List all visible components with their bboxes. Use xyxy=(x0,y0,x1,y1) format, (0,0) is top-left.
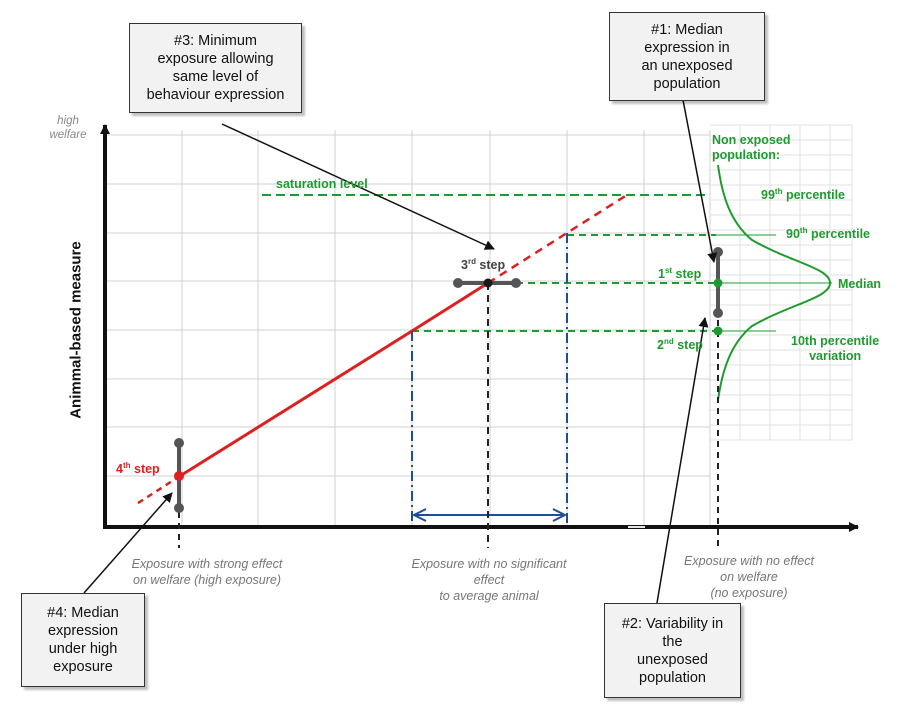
trend-line-solid xyxy=(179,329,413,478)
p99-label: 99th percentile xyxy=(761,187,845,203)
x-label-no-significant-effect: Exposure with no significant effect to ave… xyxy=(411,557,567,603)
p90-label: 90th percentile xyxy=(786,226,870,242)
first-step-marker xyxy=(713,247,723,336)
fourth-step-marker xyxy=(174,438,184,513)
distribution-title: Non exposed population: xyxy=(712,133,791,162)
distribution-percentile-lines xyxy=(716,234,832,332)
callout3-arrow xyxy=(221,123,495,250)
callout2-arrow xyxy=(656,317,709,604)
callout-median-unexposed: #1: Median expression in an unexposed popul… xyxy=(609,12,765,101)
x-label-no-effect: Exposure with no effect on welfare (no exp… xyxy=(684,554,814,600)
callout-minimum-exposure: #3: Minimum exposure allowing same level o… xyxy=(129,23,302,113)
trend-line-dashed-lower xyxy=(134,474,181,507)
callout4-arrow xyxy=(83,492,173,594)
step2-label: 2nd step xyxy=(657,337,703,353)
step1-label: 1st step xyxy=(658,266,702,282)
callout-median-high-exposure: #4: Median expression under high exposure xyxy=(21,593,145,687)
callout1-arrow xyxy=(682,99,718,263)
trend-line-dashed-upper xyxy=(487,191,631,285)
median-label: Median xyxy=(838,277,882,291)
x-label-strong-effect: Exposure with strong effect on welfare (h… xyxy=(131,557,283,587)
third-step-marker xyxy=(453,278,521,288)
step4-label: 4th step xyxy=(116,461,160,477)
saturation-label: saturation level xyxy=(276,177,368,191)
callout-variability: #2: Variability in the unexposed population xyxy=(604,603,741,698)
distribution-grid xyxy=(710,124,853,441)
y-axis-top-label: high welfare xyxy=(49,115,87,141)
trend-line-solid-upper xyxy=(411,281,489,333)
distribution-curve xyxy=(717,164,832,401)
p10-label: 10th percentile variation xyxy=(791,334,880,363)
step3-label: 3rd step xyxy=(461,257,506,273)
